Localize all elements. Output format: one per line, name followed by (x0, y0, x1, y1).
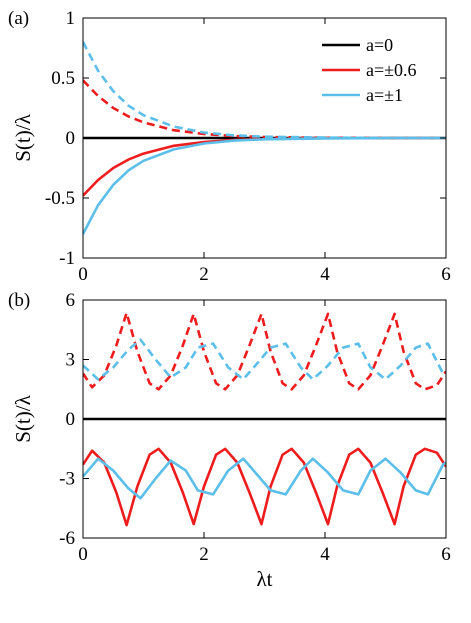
panel-b-ytick-label-1: -3 (59, 469, 75, 490)
panel-a-ytick-label-4: 1 (66, 8, 76, 29)
panel-b-series-1-line (83, 311, 446, 391)
panel-b-xlabel: λt (256, 567, 272, 591)
panel-a-ytick-label-2: 0 (66, 128, 76, 149)
panel-b-series-group (83, 311, 446, 527)
panel-a-xtick-label-2: 4 (320, 264, 330, 285)
panel-b-xtick-label-2: 4 (320, 544, 330, 565)
panel-a-ytick-label-0: -1 (59, 248, 75, 269)
panel-b-xtick-label-0: 0 (78, 544, 88, 565)
panel-a-series-1-line (83, 136, 446, 197)
panel-b-series-3-line (83, 447, 446, 527)
panel-b-ytick-label-3: 3 (66, 350, 76, 371)
panel-b-series-4-line (83, 457, 446, 500)
legend-label-2: a=±1 (366, 85, 403, 105)
panel-a-ytick-label-1: -0.5 (45, 188, 75, 209)
panel-b-ylabel: S(t)/λ (11, 394, 35, 442)
panel-a-series-group (83, 41, 446, 235)
panel-b-xtick-label-3: 6 (441, 544, 451, 565)
legend-label-0: a=0 (366, 35, 393, 55)
panel-a-xtick-label-1: 2 (199, 264, 209, 285)
panel-a-series-3-line (83, 136, 446, 235)
panel-a-tag: (a) (8, 8, 29, 29)
legend-label-1: a=±0.6 (366, 60, 417, 80)
panel-b-series-2-line (83, 338, 446, 381)
panel-b-ytick-label-0: -6 (59, 528, 75, 549)
panel-a-xtick-label-0: 0 (78, 264, 88, 285)
panel-b-xtick-label-1: 2 (199, 544, 209, 565)
panel-a-xtick-label-3: 6 (441, 264, 451, 285)
panel-a-ylabel: S(t)/λ (11, 113, 35, 161)
panel-a-ytick-label-3: 0.5 (51, 68, 75, 89)
panel-b-ytick-label-2: 0 (66, 409, 76, 430)
panel-b-tag: (b) (8, 290, 30, 311)
panel-a-series-4-line (83, 41, 446, 140)
panel-b-ytick-label-4: 6 (66, 290, 76, 311)
